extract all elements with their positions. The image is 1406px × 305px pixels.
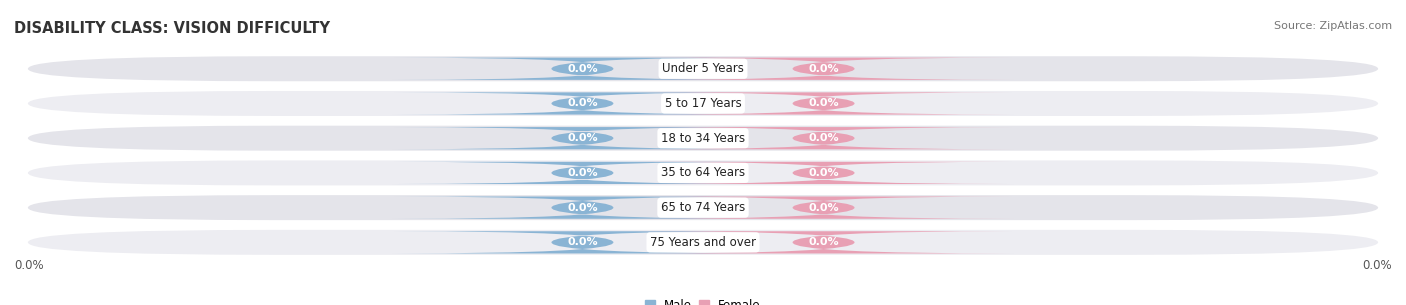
FancyBboxPatch shape <box>392 162 772 184</box>
Text: 0.0%: 0.0% <box>567 203 598 213</box>
Text: Source: ZipAtlas.com: Source: ZipAtlas.com <box>1274 21 1392 31</box>
Text: 0.0%: 0.0% <box>14 260 44 272</box>
Text: 18 to 34 Years: 18 to 34 Years <box>661 132 745 145</box>
FancyBboxPatch shape <box>392 127 772 149</box>
Text: 0.0%: 0.0% <box>808 203 839 213</box>
Text: Under 5 Years: Under 5 Years <box>662 62 744 75</box>
Text: 0.0%: 0.0% <box>808 168 839 178</box>
FancyBboxPatch shape <box>392 196 772 219</box>
Text: 0.0%: 0.0% <box>567 99 598 109</box>
Text: 0.0%: 0.0% <box>1362 260 1392 272</box>
FancyBboxPatch shape <box>28 195 1378 220</box>
FancyBboxPatch shape <box>392 231 772 253</box>
FancyBboxPatch shape <box>392 92 772 115</box>
FancyBboxPatch shape <box>634 127 1012 149</box>
FancyBboxPatch shape <box>392 58 772 80</box>
Text: 5 to 17 Years: 5 to 17 Years <box>665 97 741 110</box>
Text: 0.0%: 0.0% <box>567 168 598 178</box>
FancyBboxPatch shape <box>634 58 1012 80</box>
Text: 65 to 74 Years: 65 to 74 Years <box>661 201 745 214</box>
Text: 0.0%: 0.0% <box>808 237 839 247</box>
Text: 0.0%: 0.0% <box>567 237 598 247</box>
FancyBboxPatch shape <box>28 160 1378 185</box>
FancyBboxPatch shape <box>634 162 1012 184</box>
FancyBboxPatch shape <box>28 91 1378 116</box>
Text: DISABILITY CLASS: VISION DIFFICULTY: DISABILITY CLASS: VISION DIFFICULTY <box>14 21 330 36</box>
FancyBboxPatch shape <box>634 231 1012 253</box>
Text: 35 to 64 Years: 35 to 64 Years <box>661 167 745 179</box>
Text: 75 Years and over: 75 Years and over <box>650 236 756 249</box>
Text: 0.0%: 0.0% <box>567 64 598 74</box>
Legend: Male, Female: Male, Female <box>645 299 761 305</box>
FancyBboxPatch shape <box>634 92 1012 115</box>
Text: 0.0%: 0.0% <box>808 99 839 109</box>
FancyBboxPatch shape <box>634 196 1012 219</box>
Text: 0.0%: 0.0% <box>808 133 839 143</box>
FancyBboxPatch shape <box>28 56 1378 81</box>
Text: 0.0%: 0.0% <box>808 64 839 74</box>
FancyBboxPatch shape <box>28 126 1378 151</box>
Text: 0.0%: 0.0% <box>567 133 598 143</box>
FancyBboxPatch shape <box>28 230 1378 255</box>
